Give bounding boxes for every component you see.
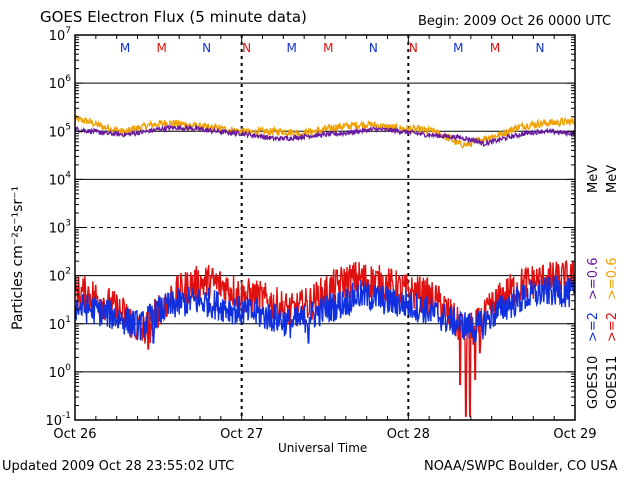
y-tick-label-exponent: 6 [65,74,71,84]
series-line [75,275,575,344]
y-tick-label-base: 10 [49,29,66,44]
y-tick-label-exponent: 5 [65,122,71,132]
y-tick-label-exponent: -1 [62,411,71,421]
y-tick-label-exponent: 2 [65,267,71,277]
noon-midnight-marker: M [490,41,500,55]
y-tick-label-exponent: 4 [65,170,71,180]
noon-midnight-marker: N [369,41,378,55]
y-tick-label-exponent: 7 [65,26,71,36]
noon-midnight-marker: M [453,41,463,55]
noon-midnight-marker: M [323,41,333,55]
chart-title: GOES Electron Flux (5 minute data) [40,8,307,26]
noon-midnight-marker: M [286,41,296,55]
noon-midnight-marker: N [536,41,545,55]
x-tick-label: Oct 26 [53,427,96,442]
y-tick-label-exponent: 0 [65,363,71,373]
y-tick-label: 101 [49,315,71,333]
y-tick-label-base: 10 [49,77,66,92]
y-tick-label: 107 [49,26,71,44]
y-tick-label: 10-1 [45,411,71,429]
noon-midnight-marker: M [120,41,130,55]
x-tick-label: Oct 29 [553,427,596,442]
updated-timestamp: Updated 2009 Oct 28 23:55:02 UTC [2,459,235,474]
y-tick-label-exponent: 1 [65,315,71,325]
y-tick-label: 105 [49,122,71,140]
y-tick-label: 100 [49,363,72,381]
begin-time: Begin: 2009 Oct 26 0000 UTC [418,14,612,29]
x-tick-label: Oct 28 [387,427,430,442]
credit-text: NOAA/SWPC Boulder, CO USA [424,459,618,474]
y-tick-label-base: 10 [49,318,66,333]
noon-midnight-marker: N [409,41,418,55]
noon-midnight-marker: N [242,41,251,55]
y-tick-label: 104 [49,170,72,188]
y-tick-label-base: 10 [49,222,66,237]
x-axis-label: Universal Time [278,441,368,455]
y-tick-label: 106 [49,74,72,92]
y-tick-label-base: 10 [45,414,62,429]
y-tick-label-base: 10 [49,125,66,140]
y-tick-label-base: 10 [49,270,66,285]
y-tick-label: 102 [49,267,71,285]
series-line [75,259,575,417]
y-tick-label-base: 10 [49,173,66,188]
y-tick-label: 103 [49,219,71,237]
y-tick-label-exponent: 3 [65,219,71,229]
series-line [75,124,575,148]
noon-midnight-marker: M [156,41,166,55]
x-tick-label: Oct 27 [220,427,263,442]
y-tick-label-base: 10 [49,366,66,381]
series-line [75,115,575,149]
noon-midnight-marker: N [202,41,211,55]
